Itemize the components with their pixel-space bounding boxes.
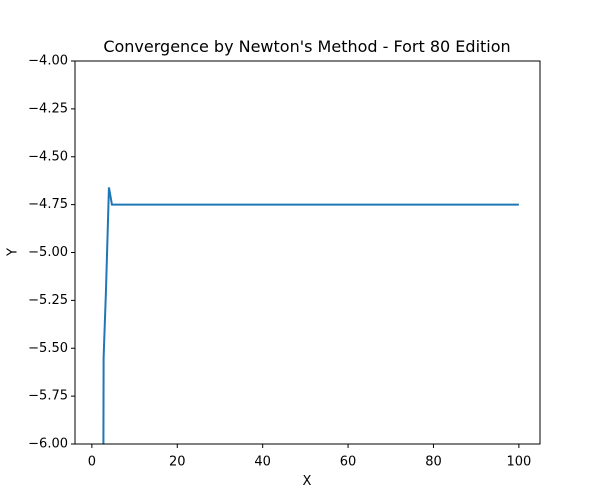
y-axis-label: Y — [6, 248, 21, 257]
y-tick-label: −4.75 — [28, 197, 68, 212]
x-tick-label: 40 — [254, 455, 271, 470]
y-tick-label: −5.00 — [28, 245, 68, 260]
chart-title: Convergence by Newton's Method - Fort 80… — [103, 37, 510, 56]
y-tick-label: −5.75 — [28, 389, 68, 404]
y-tick-label: −5.50 — [28, 341, 68, 356]
y-tick-label: −4.00 — [28, 54, 68, 69]
y-tick-label: −4.50 — [28, 149, 68, 164]
x-axis-label: X — [303, 474, 312, 489]
x-tick-label: 0 — [88, 455, 96, 470]
plot-area — [102, 187, 519, 444]
x-tick-label: 60 — [340, 455, 357, 470]
y-tick-label: −5.25 — [28, 293, 68, 308]
y-tick-label: −4.25 — [28, 101, 68, 116]
x-tick-label: 100 — [506, 455, 531, 470]
y-tick-label: −6.00 — [28, 437, 68, 452]
line-series — [102, 187, 519, 444]
x-tick-label: 80 — [425, 455, 442, 470]
x-tick-label: 20 — [169, 455, 186, 470]
